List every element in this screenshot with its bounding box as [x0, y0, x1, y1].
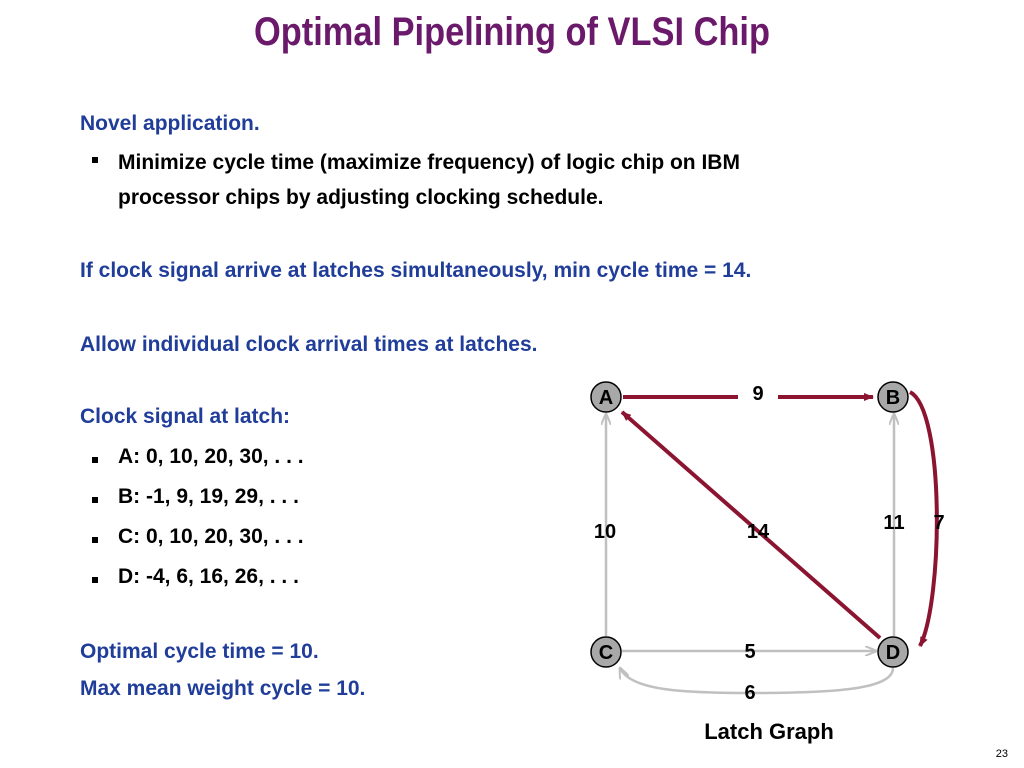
bullet-line-1: Minimize cycle time (maximize frequency)… — [118, 151, 740, 174]
edge-b-d — [908, 390, 939, 647]
optimal-cycle-time: Optimal cycle time = 10. — [80, 640, 319, 663]
node-d: D — [877, 636, 909, 668]
bullet-marker — [92, 497, 98, 503]
clock-signal-heading: Clock signal at latch: — [80, 405, 291, 428]
weight-d-b: 11 — [883, 512, 904, 534]
bullet-marker — [92, 537, 98, 543]
bullet-marker — [92, 577, 98, 583]
node-c-label: C — [599, 642, 613, 664]
node-c: C — [590, 636, 622, 668]
simultaneous-statement: If clock signal arrive at latches simult… — [80, 259, 752, 282]
bullet-line-2: processor chips by adjusting clocking sc… — [118, 186, 604, 209]
edge-d-c — [620, 668, 895, 695]
weight-d-a: 14 — [747, 521, 770, 543]
page-number: 23 — [995, 748, 1008, 760]
graph-caption: Latch Graph — [704, 719, 834, 744]
weight-d-c: 6 — [744, 682, 755, 704]
bullet-marker — [92, 157, 98, 163]
weight-c-d: 5 — [744, 641, 755, 663]
edge-d-a — [620, 410, 882, 640]
node-b-label: B — [886, 387, 900, 409]
novel-application-heading: Novel application. — [80, 112, 260, 135]
node-a-label: A — [599, 387, 613, 409]
bullet-marker — [92, 457, 98, 463]
max-mean-weight-cycle: Max mean weight cycle = 10. — [80, 677, 366, 700]
node-d-label: D — [886, 642, 900, 664]
weight-c-a: 10 — [594, 521, 616, 543]
weight-b-d: 7 — [933, 512, 944, 534]
node-b: B — [877, 381, 909, 413]
node-a: A — [590, 381, 622, 413]
weight-a-b: 9 — [752, 383, 763, 405]
allow-statement: Allow individual clock arrival times at … — [80, 333, 538, 356]
page-title: Optimal Pipelining of VLSI Chip — [254, 10, 770, 54]
